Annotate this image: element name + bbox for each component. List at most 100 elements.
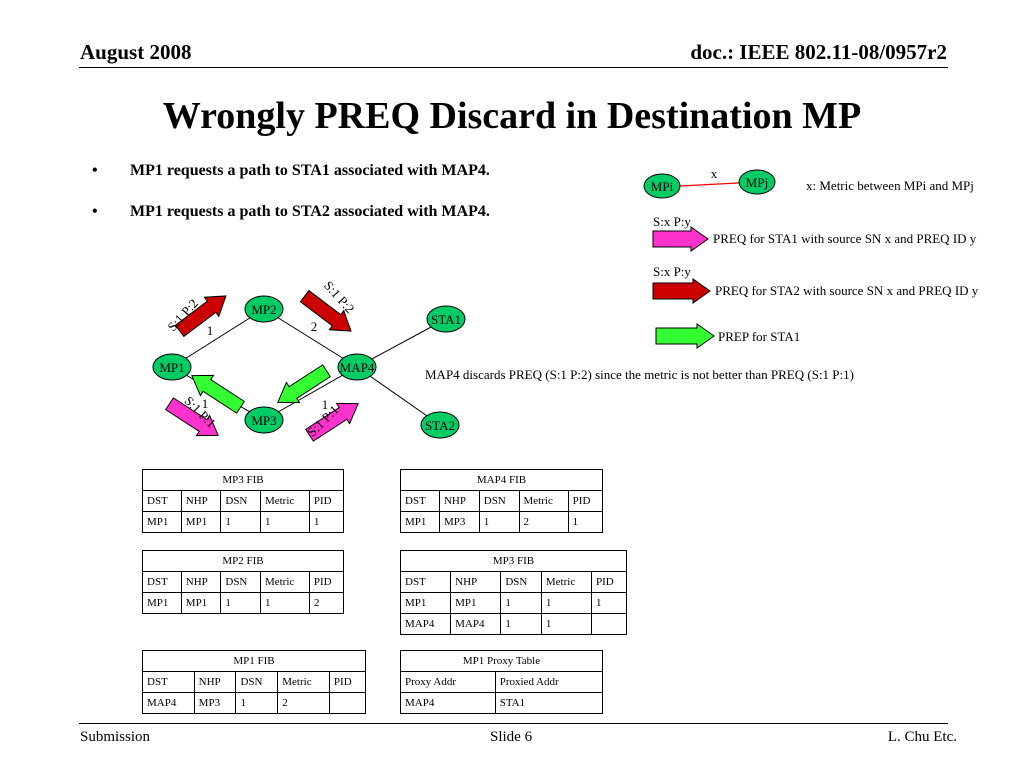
table-cell: MAP4 (450, 613, 502, 635)
metric-mp2-map4: 2 (311, 319, 318, 334)
bullet-text: MP1 requests a path to STA2 associated w… (130, 203, 490, 220)
node-sta1 (426, 305, 466, 333)
node-sta2 (420, 411, 460, 439)
table-header-cell: NHP (450, 571, 502, 593)
link-map4-sta2 (356, 366, 441, 426)
bullet-item: • MP1 requests a path to STA2 associated … (92, 203, 490, 221)
metric-mp1-mp3: 1 (202, 396, 209, 411)
table-header-cell: Metric (277, 671, 330, 693)
metric-mp3-map4: 1 (322, 397, 329, 412)
discard-note: MAP4 discards PREQ (S:1 P:2) since the m… (425, 367, 854, 382)
legend-arrow2-text: PREQ for STA2 with source SN x and PREQ … (715, 283, 979, 298)
slide-title: Wrongly PREQ Discard in Destination MP (162, 95, 862, 137)
table-header-cell: PID (328, 671, 367, 693)
link-mp3-map4 (263, 366, 358, 421)
legend-preq-sta2-arrow (652, 278, 711, 304)
table-header-cell: PID (308, 490, 345, 512)
legend-arrow1-tag: S:x P:y (653, 214, 691, 229)
table-cell: MP3 (438, 511, 480, 533)
legend-preq-sta1-arrow (652, 226, 709, 252)
table-header-cell: DSN (500, 571, 542, 593)
table-header-cell: DST (142, 571, 182, 593)
table-mp2-fib: MP2 FIB DST NHP DSN Metric PID MP1 MP1 1… (142, 550, 345, 614)
table-cell: 1 (308, 511, 345, 533)
node-mp2 (244, 295, 284, 323)
table-header-cell: PID (591, 571, 627, 593)
table-header-cell: PID (308, 571, 345, 593)
node-map4 (337, 353, 377, 381)
table-cell (591, 613, 627, 635)
table-cell: 1 (500, 592, 542, 614)
table-cell: 2 (518, 511, 569, 533)
table-caption: MP3 FIB (400, 550, 627, 572)
prep-arrow-mp3-mp1 (191, 374, 245, 414)
prep-arrow-map4-mp3 (277, 364, 331, 404)
table-cell: 1 (220, 511, 261, 533)
table-header-cell: DST (142, 671, 195, 693)
table-cell (328, 692, 367, 714)
bullet-dot: • (92, 203, 98, 220)
header-rule (79, 67, 948, 68)
link-mp2-map4 (263, 308, 358, 368)
table-cell: MP3 (193, 692, 237, 714)
table-cell: 2 (308, 592, 345, 614)
table-cell: 1 (259, 592, 310, 614)
table-row: MP1 MP1 1 1 1 (142, 511, 345, 533)
legend-prep-arrow (655, 323, 715, 349)
table-cell: 1 (259, 511, 310, 533)
table-cell: 1 (478, 511, 520, 533)
table-mp1-fib: MP1 FIB DST NHP DSN Metric PID MAP4 MP3 … (142, 650, 367, 714)
legend-node-i-label: MPi (651, 179, 674, 194)
metric-mp1-mp2: 1 (207, 323, 214, 338)
legend-node-i (643, 173, 681, 199)
table-cell: 1 (591, 592, 627, 614)
table-caption: MAP4 FIB (400, 469, 603, 491)
legend-node-j (738, 169, 776, 195)
legend-node-j-label: MPj (746, 175, 768, 190)
table-header-cell: DST (142, 490, 182, 512)
table-cell: 1 (567, 511, 604, 533)
node-mp1 (152, 353, 192, 381)
legend-arrow2-tag: S:x P:y (653, 264, 691, 279)
table-cell: 2 (277, 692, 330, 714)
footer-author: L. Chu Etc. (887, 729, 957, 745)
table-cell: MAP4 (399, 613, 452, 635)
legend-link-label: x (711, 166, 718, 181)
table-cell: 1 (540, 592, 593, 614)
table-header-cell: DSN (220, 571, 261, 593)
table-header-cell: Metric (259, 490, 310, 512)
table-row: MP1 MP3 1 2 1 (400, 511, 604, 533)
preq-sta1-arrow-mp1-mp3 (165, 397, 219, 437)
node-mp3 (244, 406, 284, 434)
table-caption: MP1 Proxy Table (400, 650, 603, 672)
preq-sta1-arrow-mp3-map4 (305, 402, 359, 442)
table-header-cell: NHP (180, 571, 222, 593)
legend-arrow1-text: PREQ for STA1 with source SN x and PREQ … (713, 231, 977, 246)
table-row: MP1 MP1 1 1 2 (142, 592, 345, 614)
table-cell: MP1 (400, 511, 440, 533)
table-caption: MP1 FIB (142, 650, 366, 672)
table-mp3-fib-full: MP3 FIB DST NHP DSN Metric PID MP1 MP1 1… (399, 550, 627, 635)
preq-sta2-arrow-mp1-mp2 (174, 295, 227, 338)
bullet-dot: • (92, 162, 98, 179)
table-cell: 1 (220, 592, 261, 614)
mesh-diagram: x MPi MPj x: Metric between MPi and MPj … (152, 166, 979, 442)
table-header-cell: DST (400, 490, 440, 512)
table-header-cell: NHP (193, 671, 237, 693)
table-header-cell: Metric (540, 571, 593, 593)
preq-sta2-arrow-mp2-map4 (299, 289, 352, 332)
node-map4-label: MAP4 (340, 360, 375, 375)
table-header-cell: PID (567, 490, 604, 512)
table-row: MAP4 STA1 (400, 692, 604, 714)
footer-slide-number: Slide 6 (490, 729, 533, 745)
table-cell: MAP4 (142, 692, 195, 714)
table-cell: MP1 (180, 511, 222, 533)
table-cell: 1 (540, 613, 593, 635)
node-mp3-label: MP3 (251, 413, 276, 428)
table-row: MAP4 MP3 1 2 (142, 692, 367, 714)
table-header-cell: NHP (438, 490, 480, 512)
table-mp3-fib: MP3 FIB DST NHP DSN Metric PID MP1 MP1 1… (142, 469, 345, 533)
table-caption: MP2 FIB (142, 550, 344, 572)
table-row: MAP4 MAP4 1 1 (399, 613, 627, 635)
table-map4-fib: MAP4 FIB DST NHP DSN Metric PID MP1 MP3 … (400, 469, 604, 533)
